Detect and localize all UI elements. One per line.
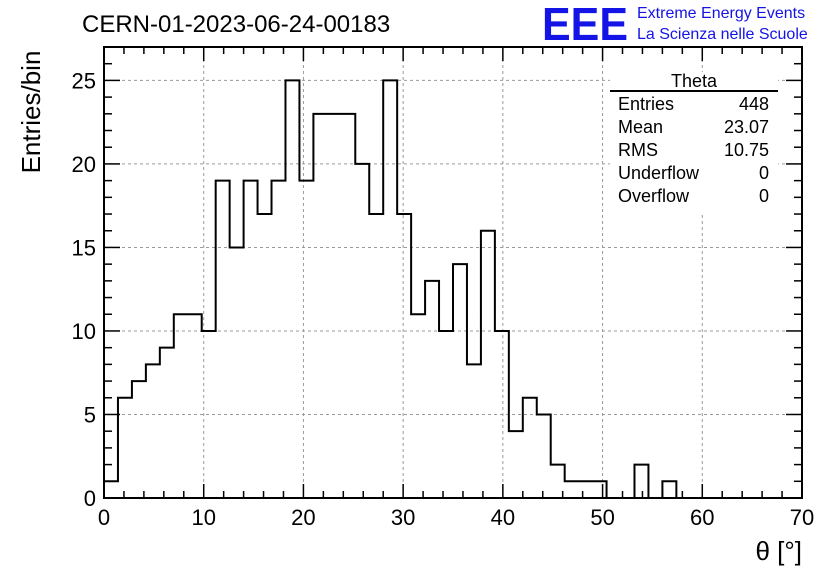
y-tick-label: 0 xyxy=(84,486,96,511)
tick-labels: 0 10 20 30 40 50 60 70 0 5 10 15 20 25 xyxy=(72,68,815,530)
eee-logo-line1: Extreme Energy Events xyxy=(637,5,805,22)
chart-title: CERN-01-2023-06-24-00183 xyxy=(82,11,390,38)
x-tick-label: 0 xyxy=(98,505,110,530)
histogram-step-line xyxy=(103,79,802,499)
stats-row-entries: Entries 448 xyxy=(618,94,769,114)
plot-frame xyxy=(103,46,803,499)
x-tick-label: 10 xyxy=(191,505,215,530)
stats-label-mean: Mean xyxy=(618,117,663,137)
stats-row-mean: Mean 23.07 xyxy=(618,117,769,137)
stats-row-overflow: Overflow 0 xyxy=(618,186,769,206)
stats-row-underflow: Underflow 0 xyxy=(618,163,769,183)
x-tick-label: 50 xyxy=(590,505,614,530)
x-tick-label: 70 xyxy=(790,505,814,530)
x-tick-label: 60 xyxy=(690,505,714,530)
stats-value-entries: 448 xyxy=(739,94,769,114)
stats-box-background xyxy=(610,72,778,212)
x-axis-label: θ [°] xyxy=(755,536,802,566)
x-tick-label: 40 xyxy=(491,505,515,530)
eee-logo: EEE Extreme Energy Events La Scienza nel… xyxy=(542,0,808,50)
stats-value-overflow: 0 xyxy=(759,186,769,206)
stats-label-rms: RMS xyxy=(618,140,658,160)
eee-logo-line2: La Scienza nelle Scuole xyxy=(637,26,808,43)
x-tick-label: 20 xyxy=(291,505,315,530)
stats-box-title: Theta xyxy=(671,71,718,91)
x-tick-label: 30 xyxy=(391,505,415,530)
y-tick-label: 10 xyxy=(72,319,96,344)
stats-label-overflow: Overflow xyxy=(618,186,690,206)
stats-value-mean: 23.07 xyxy=(724,117,769,137)
y-axis-label: Entries/bin xyxy=(16,51,46,174)
y-tick-label: 5 xyxy=(84,402,96,427)
stats-value-rms: 10.75 xyxy=(724,140,769,160)
eee-logo-text: EEE xyxy=(542,0,628,50)
stats-row-rms: RMS 10.75 xyxy=(618,140,769,160)
stats-value-underflow: 0 xyxy=(759,163,769,183)
y-tick-label: 15 xyxy=(72,235,96,260)
stats-label-underflow: Underflow xyxy=(618,163,700,183)
stats-label-entries: Entries xyxy=(618,94,674,114)
stats-box: Theta Entries 448 Mean 23.07 RMS 10.75 U… xyxy=(610,71,778,212)
y-tick-label: 20 xyxy=(72,152,96,177)
y-tick-label: 25 xyxy=(72,68,96,93)
